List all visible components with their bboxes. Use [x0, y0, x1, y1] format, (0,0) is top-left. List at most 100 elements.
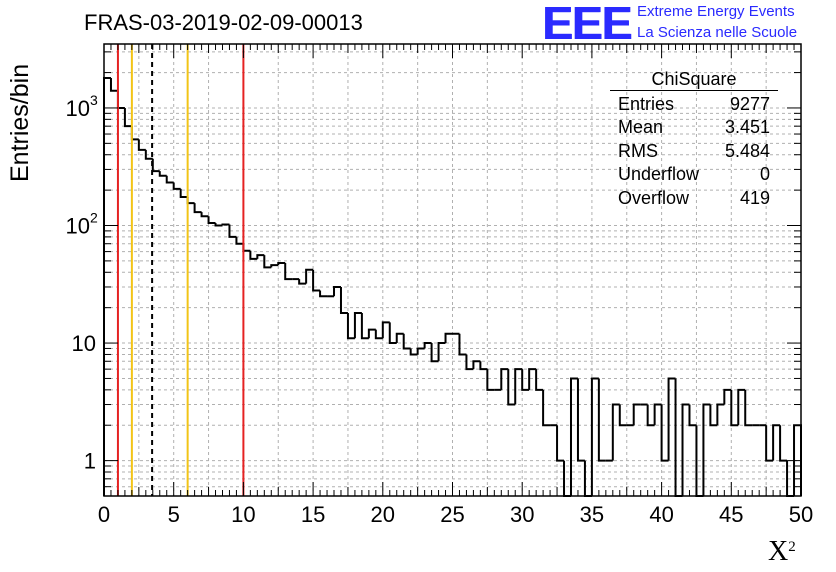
histogram-bin — [144, 149, 153, 160]
histogram-bin — [618, 404, 627, 427]
histogram-bin — [193, 203, 202, 214]
x-tick-label: 15 — [301, 502, 325, 527]
stats-row-rms: RMS 5.484 — [610, 140, 778, 163]
x-tick-label: 30 — [510, 502, 534, 527]
x-axis-ticks: 0 5 10 15 20 25 30 35 40 45 50 — [98, 44, 813, 527]
y-tick-label: 1 — [84, 449, 96, 474]
x-tick-label: 10 — [231, 502, 255, 527]
histogram-bin — [277, 261, 286, 266]
histogram-bin — [458, 333, 467, 356]
y-tick-label: 10 — [66, 96, 90, 121]
histogram-bin — [165, 175, 174, 184]
grid-lines — [104, 44, 801, 496]
histogram-bin — [681, 403, 690, 496]
histogram-bin — [772, 424, 781, 461]
histogram-bin — [346, 313, 355, 340]
histogram-bin — [653, 403, 662, 426]
x-axis-label-superscript: 2 — [788, 539, 796, 555]
histogram-bin — [779, 425, 788, 462]
histogram-bin — [569, 377, 578, 496]
histogram-bin — [116, 90, 125, 109]
histogram-bin — [744, 389, 753, 427]
histogram-bin — [109, 77, 118, 92]
histogram-bin — [521, 369, 530, 391]
histogram-bin — [158, 171, 167, 177]
histogram-bin — [137, 139, 146, 151]
logo-line-1: Extreme Energy Events — [637, 3, 795, 20]
histogram-bin — [576, 378, 585, 462]
logo-line-2: La Scienza nelle Scuole — [637, 24, 798, 41]
stats-value: 419 — [739, 187, 770, 208]
histogram-bin — [702, 403, 711, 496]
histogram-bin — [200, 212, 209, 218]
stats-label: RMS — [618, 140, 658, 161]
stats-value: 0 — [759, 164, 770, 185]
histogram-bin — [472, 360, 481, 370]
histogram-bin — [339, 286, 348, 315]
histogram-bin — [409, 348, 418, 356]
x-tick-label: 50 — [789, 502, 813, 527]
y-tick-exponent: 2 — [90, 210, 98, 226]
histogram-bin — [284, 262, 293, 281]
histogram-bin — [374, 329, 383, 340]
x-tick-label: 25 — [440, 502, 464, 527]
histogram-bin — [360, 313, 369, 340]
histogram-bin — [542, 389, 551, 427]
x-tick-label: 40 — [649, 502, 673, 527]
histogram-bin — [333, 285, 341, 297]
histogram-bin — [353, 312, 362, 339]
y-tick-exponent: 3 — [90, 92, 98, 108]
x-tick-label: 45 — [719, 502, 743, 527]
histogram-bin — [597, 378, 606, 462]
stats-value: 3.451 — [724, 117, 770, 138]
x-axis-label: X2 — [768, 536, 796, 568]
stats-row-mean: Mean 3.451 — [610, 116, 778, 139]
stats-label: Underflow — [618, 164, 700, 185]
x-tick-label: 0 — [98, 502, 110, 527]
histogram-bin — [611, 403, 620, 461]
stats-row-underflow: Underflow 0 — [610, 163, 778, 186]
histogram-bin — [305, 268, 314, 284]
histogram-bin — [486, 369, 495, 391]
histogram-bin — [444, 332, 453, 344]
histogram-bin — [590, 377, 599, 496]
histogram-bin — [249, 250, 258, 260]
histogram-bin — [646, 404, 655, 427]
histogram-bin — [179, 188, 188, 198]
histogram-bin — [737, 388, 746, 426]
y-axis-label: Entries/bin — [6, 63, 34, 182]
histogram-bin — [730, 389, 739, 427]
histogram-bin — [388, 322, 397, 345]
histogram-bin — [319, 290, 328, 298]
stats-value: 9277 — [729, 94, 770, 114]
histogram-bin — [423, 342, 432, 349]
histogram-bin — [556, 425, 565, 462]
histogram-bin — [765, 425, 774, 462]
histogram-bin — [479, 361, 488, 371]
histogram-bin — [437, 342, 446, 362]
eee-logo: EEE — [542, 0, 632, 49]
histogram-bin — [312, 269, 321, 292]
y-tick-label: 10 — [72, 331, 96, 356]
x-tick-label: 35 — [580, 502, 604, 527]
histogram-bin — [228, 224, 237, 238]
histogram-bin — [235, 236, 244, 245]
histogram-bin — [430, 343, 439, 363]
histogram-bin — [688, 404, 697, 427]
histogram-bin — [416, 347, 425, 355]
histogram-bin — [381, 321, 390, 339]
stats-label: Mean — [618, 117, 664, 138]
histogram-bin — [528, 368, 537, 390]
reference-lines — [116, 44, 245, 496]
histogram-bin — [660, 404, 669, 462]
stats-value: 5.484 — [724, 140, 770, 161]
stats-label: Entries — [618, 94, 675, 114]
histogram-bin — [367, 328, 376, 339]
histogram-bin — [507, 369, 516, 406]
chart-title: FRAS-03-2019-02-09-00013 — [84, 10, 363, 35]
x-tick-label: 20 — [371, 502, 395, 527]
histogram-bin — [395, 332, 404, 344]
histogram-bin — [172, 182, 181, 190]
histogram-bin — [723, 388, 732, 405]
histogram-bin — [270, 264, 279, 268]
